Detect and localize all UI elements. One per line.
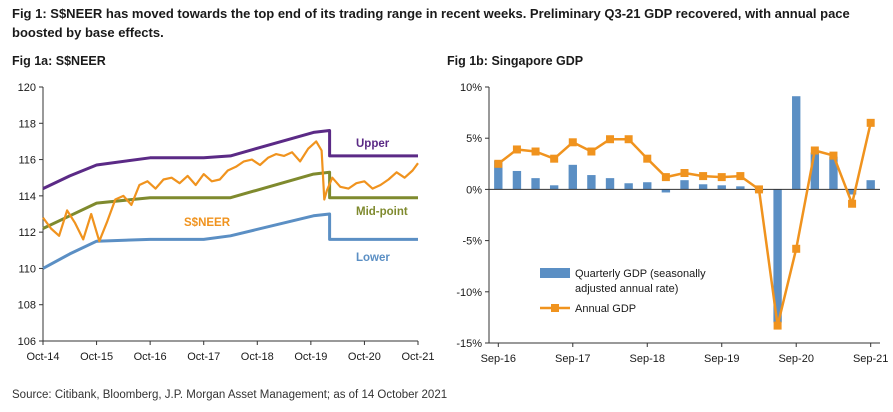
fig1b-bar xyxy=(829,156,838,190)
fig1b-bar xyxy=(643,182,652,190)
fig1b-annual-marker xyxy=(643,154,652,163)
fig1a-x-tick-label: Oct-17 xyxy=(187,351,220,363)
fig1a-series-mid-point xyxy=(42,170,418,230)
fig1b-bar xyxy=(792,96,801,190)
fig1a-y-tick-label: 120 xyxy=(18,82,36,94)
fig1b-bar xyxy=(568,164,577,190)
fig1b-title: Fig 1b: Singapore GDP xyxy=(447,54,584,68)
fig1b-annual-marker xyxy=(736,172,745,181)
fig1b-annual-marker xyxy=(773,321,782,330)
fig1b-bar xyxy=(810,152,820,190)
fig1a-y-tick-label: 106 xyxy=(18,336,36,348)
fig1a-y-tick-label: 118 xyxy=(18,118,36,130)
fig1b-bar xyxy=(587,175,596,190)
fig1b-bar xyxy=(512,170,522,190)
fig1b-annual-marker xyxy=(717,173,726,182)
fig1a-x-tick-label: Oct-18 xyxy=(241,351,274,363)
fig1b-annual-marker xyxy=(531,147,540,156)
fig1b-bar xyxy=(866,180,875,190)
fig1b-y-tick-label: 5% xyxy=(466,133,482,145)
fig1b-annual-marker xyxy=(680,169,689,178)
figure-header: Fig 1: S$NEER has moved towards the top … xyxy=(12,6,850,40)
fig1b-x-tick-label: Sep-16 xyxy=(481,353,516,365)
fig1b-annual-marker xyxy=(661,173,670,182)
fig1a-y-tick-label: 114 xyxy=(18,191,36,203)
fig1a-y-tick-label: 110 xyxy=(18,263,36,275)
fig1a-x-tick-label: Oct-21 xyxy=(401,351,434,363)
fig1b-annual-marker xyxy=(624,135,633,144)
legend-quarterly-label-line2: adjusted annual rate) xyxy=(575,283,678,295)
fig1b-bar xyxy=(680,180,689,190)
fig1b-x-tick-label: Sep-17 xyxy=(555,353,590,365)
fig1b-bar xyxy=(531,178,540,190)
fig1b-bar xyxy=(736,186,745,190)
fig1a-x-tick-label: Oct-16 xyxy=(134,351,167,363)
fig1b-annual-marker xyxy=(792,244,801,253)
legend-annual-label: Annual GDP xyxy=(575,303,636,315)
fig1a-y-tick-label: 108 xyxy=(18,300,36,312)
fig1a-title: Fig 1a: S$NEER xyxy=(12,54,106,68)
fig1b-annual-marker xyxy=(829,151,838,160)
fig1b-y-tick-label: -5% xyxy=(462,236,482,248)
fig1b-bar xyxy=(549,185,559,190)
fig1b-y-tick-label: 10% xyxy=(460,82,482,94)
fig1b-annual-marker xyxy=(587,147,596,156)
fig1b-annual-marker xyxy=(848,199,857,208)
fig1b-bar xyxy=(717,185,726,190)
fig1b-bar xyxy=(773,189,782,323)
fig1b-annual-marker xyxy=(568,138,577,147)
fig1a-label-lower: Lower xyxy=(356,252,390,264)
fig1b-x-tick-label: Sep-20 xyxy=(778,353,813,365)
fig1b-bar xyxy=(698,184,708,190)
charts-canvas: 106 108 110 112 114 116 118 120 Oct-14 Oct-15 Oct-… xyxy=(18,82,889,365)
fig1a-y-tick-label: 116 xyxy=(18,155,36,167)
fig1b-y-tick-label: 0% xyxy=(466,184,482,196)
fig1b-bar xyxy=(494,160,503,190)
fig1a-x-tick-label: Oct-15 xyxy=(80,351,113,363)
fig1b-bar xyxy=(661,189,671,193)
fig1a-series-lower xyxy=(42,212,418,270)
fig1a-x-tick-label: Oct-20 xyxy=(348,351,381,363)
fig1b-y-tick-label: -10% xyxy=(456,287,482,299)
fig1b-bar xyxy=(847,189,857,195)
fig1a-label-sneer: S$NEER xyxy=(184,217,231,229)
fig1b-x-tick-label: Sep-19 xyxy=(704,353,739,365)
fig1a-series-s-neer xyxy=(42,140,419,243)
legend-quarterly-label-line1: Quarterly GDP (seasonally xyxy=(575,268,706,280)
legend-annual-marker xyxy=(551,304,559,312)
fig1a-x-tick-label: Oct-14 xyxy=(26,351,59,363)
fig1a-series-upper xyxy=(42,129,418,190)
fig1b-x-tick-label: Sep-21 xyxy=(853,353,888,365)
fig1a-label-midpoint: Mid-point xyxy=(356,206,408,218)
fig1b-x-tick-label: Sep-18 xyxy=(630,353,665,365)
fig1a-x-tick-label: Oct-19 xyxy=(294,351,327,363)
fig1b-y-tick-label: -15% xyxy=(456,338,482,350)
fig1a-label-upper: Upper xyxy=(356,138,390,150)
fig1b-annual-marker xyxy=(512,145,521,154)
fig1b-annual-marker xyxy=(810,146,819,155)
fig1b-annual-marker xyxy=(494,159,503,168)
fig1b-annual-marker xyxy=(550,154,559,163)
legend-quarterly-swatch xyxy=(540,268,570,278)
fig1a-y-tick-label: 112 xyxy=(18,227,36,239)
fig1b-bar xyxy=(605,178,615,190)
fig1b-annual-marker xyxy=(866,118,875,127)
fig1b-annual-marker xyxy=(606,135,615,144)
fig1b-annual-marker xyxy=(699,172,708,181)
source-note: Source: Citibank, Bloomberg, J.P. Morgan… xyxy=(12,389,448,401)
fig1b-bar xyxy=(624,183,633,190)
fig1b-annual-marker xyxy=(754,185,763,194)
